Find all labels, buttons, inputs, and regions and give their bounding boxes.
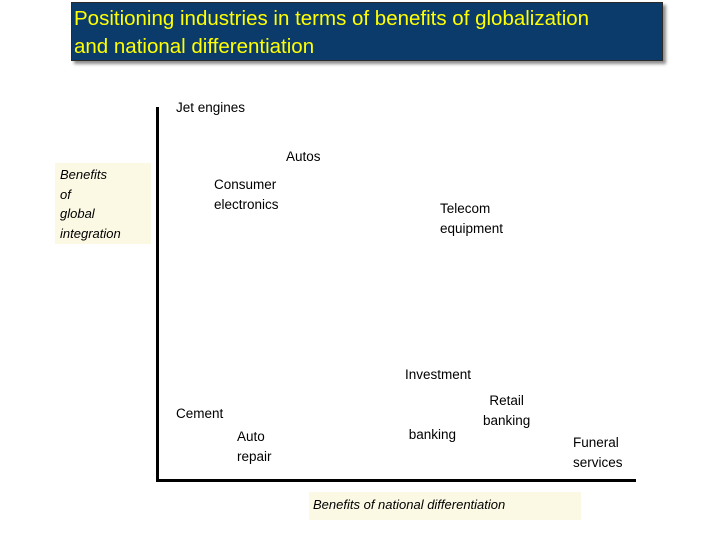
industry-auto-repair: Auto repair bbox=[237, 427, 272, 467]
industry-cement: Cement bbox=[176, 404, 223, 424]
x-axis-label: Benefits of national differentiation bbox=[309, 492, 581, 520]
industry-label-line: banking bbox=[483, 413, 531, 428]
industry-label-line: Jet engines bbox=[176, 100, 246, 115]
title-box: Positioning industries in terms of benef… bbox=[71, 2, 663, 61]
industry-investment-banking: Investment banking bbox=[405, 325, 471, 465]
industry-funeral-services: Funeral services bbox=[573, 433, 623, 473]
industry-consumer-electronics: Consumer electronics bbox=[214, 175, 279, 215]
industry-label-line: Consumer bbox=[214, 177, 277, 192]
industry-label-line: Investment bbox=[405, 367, 472, 382]
industry-telecom-equipment: Telecom equipment bbox=[440, 199, 503, 239]
y-axis-label-line: integration bbox=[60, 225, 121, 241]
title-line-1: Positioning industries in terms of benef… bbox=[74, 7, 590, 30]
y-axis-label-line: global bbox=[60, 206, 95, 221]
industry-label-line: services bbox=[573, 455, 623, 470]
y-axis-label-line: of bbox=[60, 186, 71, 202]
industry-label-line: banking bbox=[405, 427, 457, 442]
industry-jet-engines: Jet engines bbox=[176, 98, 245, 118]
y-axis-label: Benefits of global integration bbox=[55, 163, 151, 244]
title-line-2: and national differentiation bbox=[74, 35, 315, 58]
y-axis-label-line: Benefits bbox=[60, 167, 107, 182]
industry-label-line: equipment bbox=[440, 221, 504, 236]
industry-label-line: Telecom bbox=[440, 201, 491, 216]
industry-label-line: Retail bbox=[489, 393, 524, 408]
industry-label-line: repair bbox=[237, 449, 272, 464]
y-axis-line bbox=[156, 107, 159, 482]
industry-autos: Autos bbox=[286, 147, 321, 167]
x-axis-line bbox=[156, 479, 636, 482]
industry-label-line: Autos bbox=[286, 149, 321, 164]
industry-retail-banking: Retail banking bbox=[483, 391, 530, 431]
industry-label-line: electronics bbox=[214, 197, 279, 212]
industry-label-line: Auto bbox=[237, 429, 265, 444]
industry-label-line: Cement bbox=[176, 406, 224, 421]
industry-label-line: Funeral bbox=[573, 435, 619, 450]
